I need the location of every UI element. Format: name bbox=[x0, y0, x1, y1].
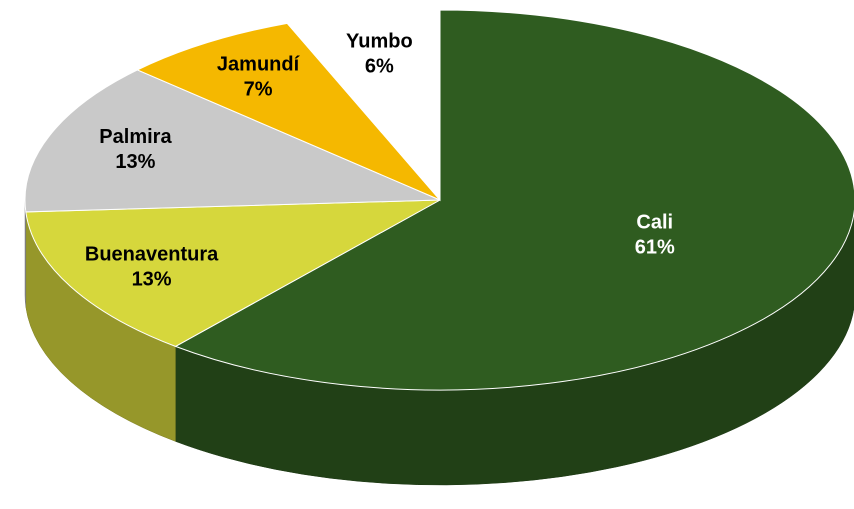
pie-side bbox=[24, 199, 27, 307]
slice-label-name: Yumbo bbox=[346, 31, 413, 53]
pie-slice bbox=[286, 9, 441, 202]
pie-slice bbox=[136, 22, 441, 201]
slice-label-value: 13% bbox=[132, 269, 172, 291]
pie-slice bbox=[174, 9, 854, 391]
slice-label-name: Jamundí bbox=[217, 54, 301, 76]
slice-label-value: 13% bbox=[115, 151, 155, 173]
slice-label-value: 7% bbox=[244, 79, 273, 101]
slice-label-value: 6% bbox=[365, 56, 394, 78]
slice-label-value: 61% bbox=[635, 237, 675, 259]
slice-label-name: Buenaventura bbox=[85, 244, 219, 266]
slice-label-name: Cali bbox=[636, 212, 673, 234]
pie-slice bbox=[24, 69, 441, 213]
slice-label-name: Palmira bbox=[99, 126, 172, 148]
pie-slice bbox=[25, 199, 441, 347]
